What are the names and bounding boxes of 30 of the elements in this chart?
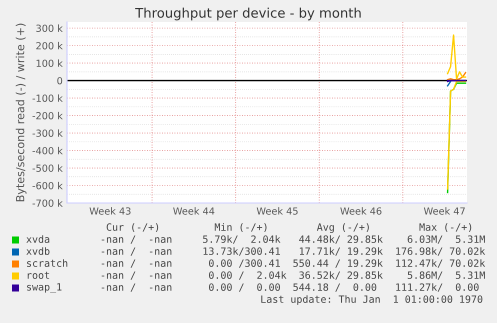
legend-label: swap_1 bbox=[27, 283, 62, 293]
y-tick-label: -700 k bbox=[32, 199, 63, 207]
text: -nan / -nan 13.73k/300.41 17.71k/ 19.29k 176.98k/ 70.02k bbox=[102, 247, 486, 256]
chart-title: Throughput per device - by month bbox=[135, 8, 361, 20]
x-tick-label: Week 47 bbox=[424, 207, 465, 215]
y-tick-label: 0 bbox=[57, 77, 62, 84]
y-tick-label: -300 k bbox=[32, 129, 63, 137]
text: -nan / -nan 5.79k/ 2.04k 44.48k/ 29.85k 6.03M/ 5.31M bbox=[102, 235, 485, 244]
y-axis-title: Bytes/second read (-) / write (+) bbox=[16, 24, 26, 202]
text: Cur (-/+) Min (-/+) Avg (-/+) Max (-/+) bbox=[106, 223, 472, 233]
legend-label: xvdb bbox=[26, 247, 50, 255]
y-tick-label: 100 k bbox=[36, 59, 63, 67]
legend-label: root bbox=[28, 272, 50, 279]
y-tick-label: -400 k bbox=[32, 146, 63, 154]
text: -nan / -nan 0.00 / 2.04k 36.52k/ 29.85k 5.86M/ 5.31M bbox=[102, 271, 485, 280]
legend-label: xvda bbox=[26, 235, 50, 243]
text: Last update: Thu Jan 1 01:00:00 1970 bbox=[261, 295, 482, 305]
y-tick-label: -600 k bbox=[32, 182, 63, 190]
x-tick-label: Week 46 bbox=[340, 207, 382, 215]
x-tick-label: Week 44 bbox=[173, 207, 214, 215]
text: -nan / -nan 0.00 / 0.00 544.18 / 0.00 111.27k/ 0.00 bbox=[102, 283, 479, 292]
x-tick-label: Week 45 bbox=[256, 207, 298, 215]
x-tick-label: Week 43 bbox=[90, 207, 131, 215]
y-tick-label: 200 k bbox=[36, 42, 63, 50]
text: -nan / -nan 0.00 /300.41 550.44 / 19.29k 112.47k/ 70.02k bbox=[102, 259, 486, 268]
y-tick-label: -500 k bbox=[32, 164, 63, 172]
legend-label: scratch bbox=[27, 259, 68, 267]
y-tick-label: 300 k bbox=[36, 24, 63, 32]
y-tick-label: -200 k bbox=[32, 112, 63, 120]
y-tick-label: -100 k bbox=[32, 94, 63, 102]
